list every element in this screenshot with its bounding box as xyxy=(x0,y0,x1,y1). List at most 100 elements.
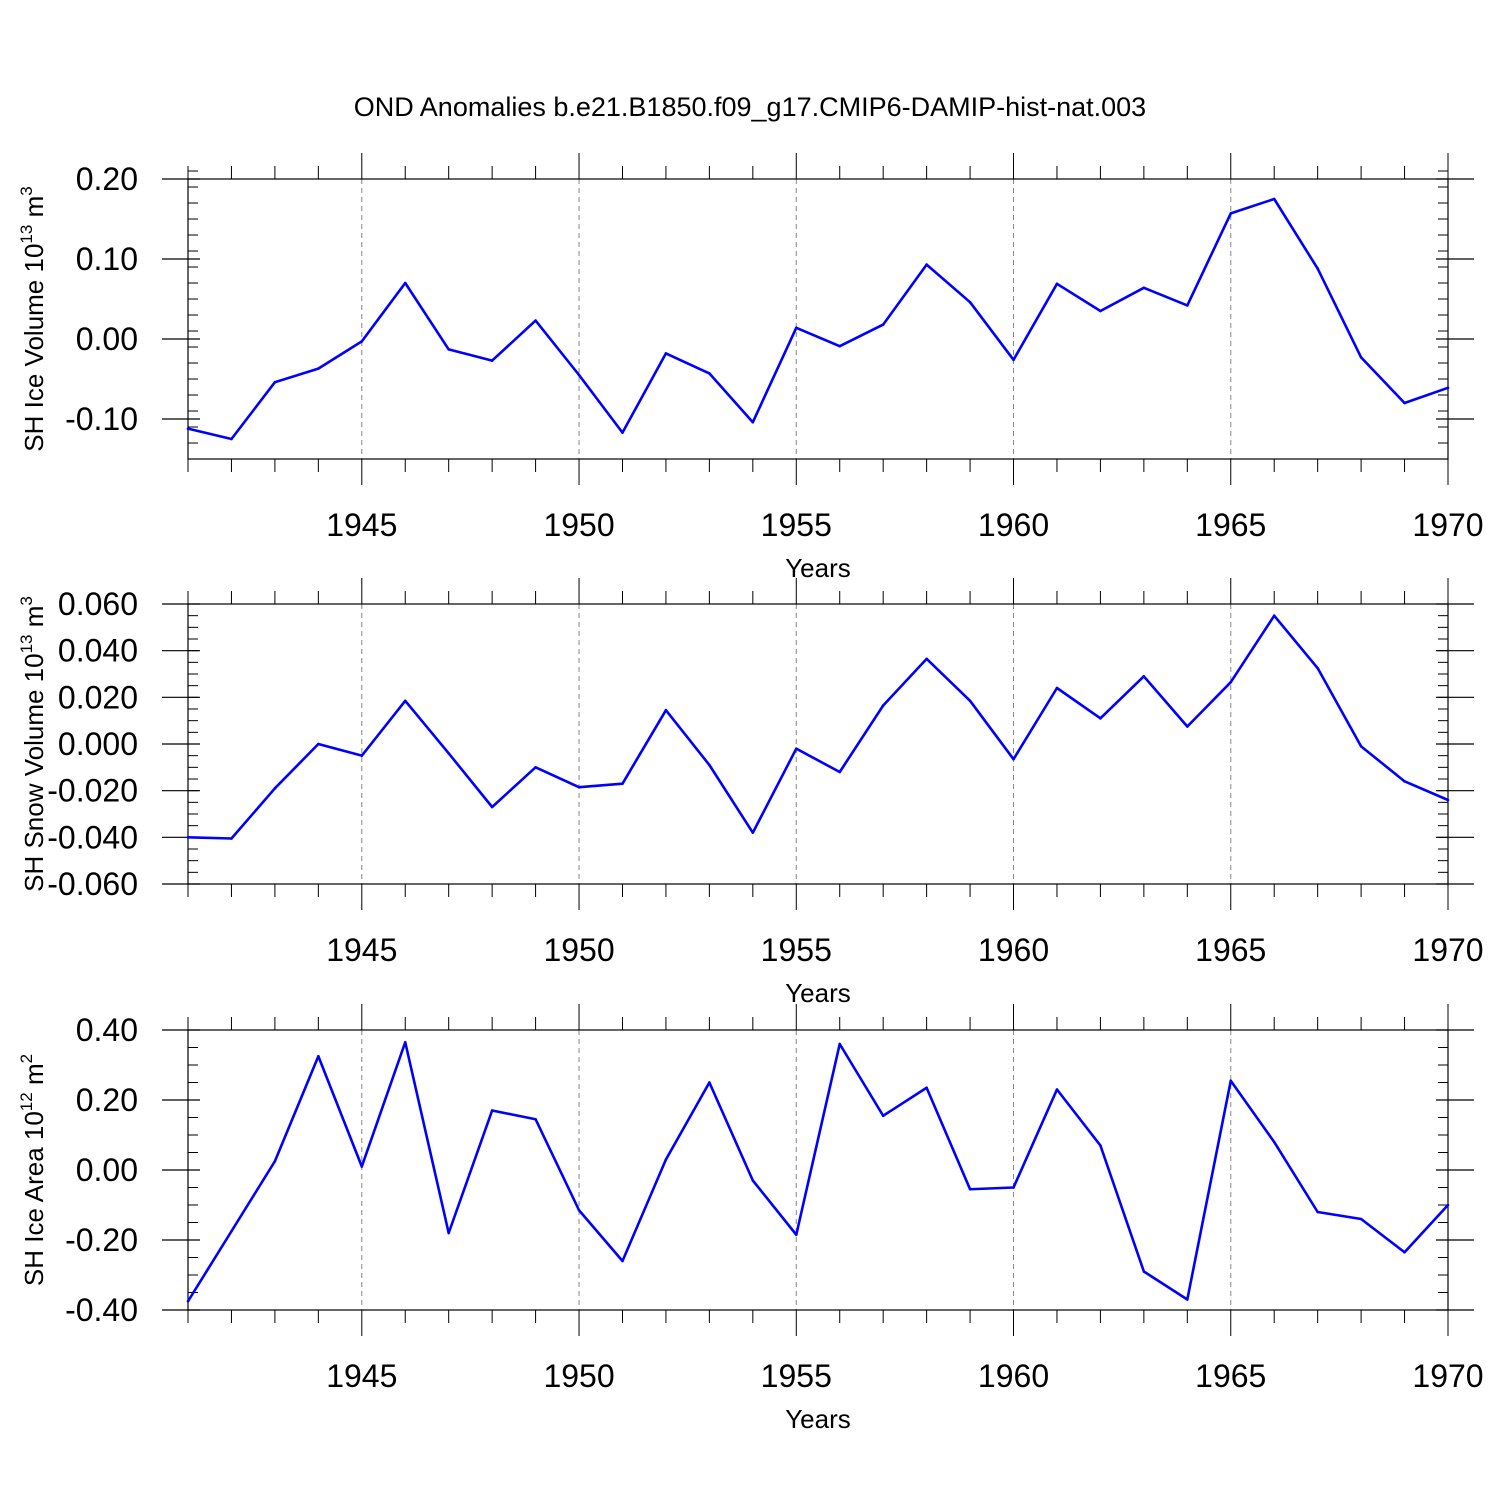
y-tick-label: -0.020 xyxy=(47,773,138,809)
data-point xyxy=(1099,309,1102,313)
data-point xyxy=(925,657,928,661)
y-tick-label: 0.10 xyxy=(76,241,138,277)
y-tick-label: 0.000 xyxy=(58,726,138,762)
data-point xyxy=(490,805,494,809)
data-point xyxy=(881,704,885,707)
data-point xyxy=(838,770,842,774)
chart-panel-3: 0.40 0.20 0.00 -0.20 -0.40 1945 1950 1955 1960 19… xyxy=(17,1004,1484,1434)
y-tick-label: -0.10 xyxy=(65,401,138,437)
x-tick-label: 1970 xyxy=(1412,932,1483,968)
data-point xyxy=(534,766,537,769)
data-point xyxy=(1316,267,1319,270)
data-point xyxy=(447,1231,450,1235)
data-point xyxy=(1229,212,1233,215)
y-axis-label-text: SH Ice Area 10 xyxy=(19,1111,49,1286)
data-point xyxy=(1359,1217,1363,1221)
y-axis-label-superscript: 2 xyxy=(17,1054,36,1063)
plot-frame xyxy=(187,1029,1449,1311)
data-point xyxy=(186,1299,190,1303)
y-tick-label: -0.060 xyxy=(47,866,138,902)
data-point xyxy=(794,747,798,750)
data-point xyxy=(1229,680,1233,684)
data-point xyxy=(1446,386,1450,390)
y-tick-label: 0.040 xyxy=(58,633,138,669)
x-tick-label: 1955 xyxy=(761,1358,832,1394)
y-axis-label-text: m xyxy=(19,1063,49,1092)
x-tick-label: 1960 xyxy=(978,507,1049,543)
plot-frame xyxy=(187,603,1449,885)
figure-title: OND Anomalies b.e21.B1850.f09_g17.CMIP6-… xyxy=(354,92,1146,122)
data-point xyxy=(925,1086,928,1090)
data-point xyxy=(751,1179,755,1182)
y-tick-label: -0.40 xyxy=(65,1292,138,1328)
panels: 0.20 0.10 0.00 -0.10 1945 1950 1955 1960 1965 197… xyxy=(17,153,1484,1434)
data-point xyxy=(1359,745,1363,748)
y-axis-label-superscript: 13 xyxy=(17,225,36,244)
data-point xyxy=(1099,717,1102,720)
x-tick-label: 1970 xyxy=(1412,1358,1483,1394)
data-point xyxy=(577,373,581,377)
x-tick-label: 1960 xyxy=(978,932,1049,968)
x-tick-label: 1945 xyxy=(326,932,397,968)
data-point xyxy=(403,1040,407,1044)
y-tick-label: -0.040 xyxy=(47,819,138,855)
data-point xyxy=(838,1042,842,1046)
data-point xyxy=(360,1165,364,1168)
x-tick-label: 1950 xyxy=(543,1358,614,1394)
data-point xyxy=(1055,686,1059,690)
y-tick-label: -0.20 xyxy=(65,1222,138,1258)
data-point xyxy=(1012,358,1015,362)
data-point xyxy=(1012,1186,1015,1189)
chart-panel-1: 0.20 0.10 0.00 -0.10 1945 1950 1955 1960 1965 197… xyxy=(17,153,1484,583)
data-point xyxy=(1403,780,1406,783)
x-axis-label: Years xyxy=(785,978,851,1008)
y-axis-label-text: m xyxy=(19,606,49,635)
y-tick-label: 0.20 xyxy=(76,1082,138,1118)
x-tick-label: 1950 xyxy=(543,507,614,543)
data-point xyxy=(1055,282,1059,286)
data-point xyxy=(186,836,190,839)
y-axis-label-superscript: 13 xyxy=(17,634,36,653)
data-point xyxy=(664,1158,668,1161)
data-point xyxy=(1142,286,1146,290)
data-point xyxy=(317,1054,320,1058)
data-point xyxy=(1229,1079,1233,1083)
data-point xyxy=(1359,356,1363,359)
x-axis-label: Years xyxy=(785,553,851,583)
data-point xyxy=(317,367,320,370)
data-point xyxy=(1446,1203,1450,1207)
data-point xyxy=(490,359,494,362)
data-point xyxy=(925,263,928,266)
data-point xyxy=(360,340,364,343)
data-point xyxy=(1055,1088,1059,1091)
data-point xyxy=(708,763,711,767)
y-tick-label: 0.00 xyxy=(76,321,138,357)
data-point xyxy=(230,837,233,840)
data-point xyxy=(621,431,624,434)
data-point xyxy=(403,281,407,285)
data-point xyxy=(1272,1140,1276,1144)
y-tick-label: 0.060 xyxy=(58,586,138,622)
data-point xyxy=(1316,1210,1319,1214)
y-axis-label: SH Ice Volume 1013 m3 xyxy=(17,186,49,451)
data-point xyxy=(230,437,233,441)
chart-panel-2: 0.060 0.040 0.020 0.000 -0.020 -0.040 -0.060 19… xyxy=(17,578,1484,1008)
data-point xyxy=(621,1259,624,1263)
data-point xyxy=(577,785,581,789)
data-point xyxy=(1272,197,1276,201)
x-tick-label: 1955 xyxy=(761,932,832,968)
data-series-line xyxy=(186,1040,1449,1302)
data-point xyxy=(1446,798,1450,802)
data-point xyxy=(838,344,842,348)
y-axis-label-text: SH Ice Volume 10 xyxy=(19,244,49,452)
data-point xyxy=(1186,1298,1189,1301)
y-axis-label-text: m xyxy=(19,196,49,225)
data-point xyxy=(1316,666,1319,670)
data-point xyxy=(1142,1270,1146,1273)
data-point xyxy=(447,752,450,755)
x-tick-label: 1950 xyxy=(543,932,614,968)
data-point xyxy=(230,1229,233,1233)
y-axis-label-superscript: 3 xyxy=(17,186,36,195)
data-series-line xyxy=(187,197,1449,441)
